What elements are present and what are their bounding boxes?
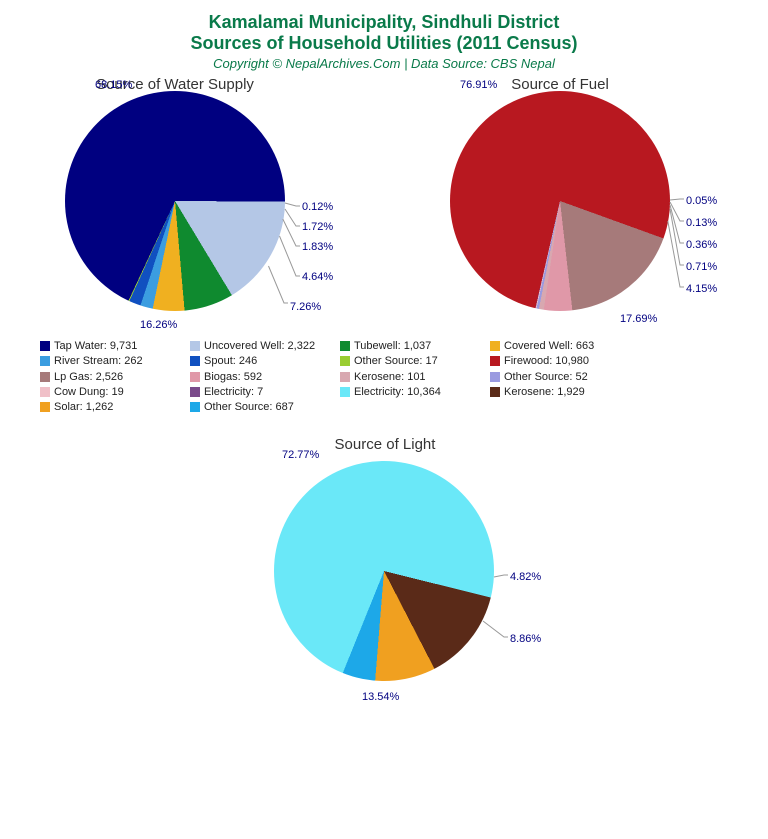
legend-item: Uncovered Well: 2,322	[190, 339, 340, 353]
legend-text: Other Source: 687	[204, 400, 294, 414]
pie-chart	[274, 461, 494, 681]
legend-item: Kerosene: 1,929	[490, 385, 640, 399]
legend-swatch	[340, 341, 350, 351]
title-line-2: Sources of Household Utilities (2011 Cen…	[0, 33, 768, 54]
legend-text: Electricity: 7	[204, 385, 263, 399]
pie-chart	[450, 91, 670, 311]
legend-swatch	[40, 356, 50, 366]
pct-label: 1.83%	[302, 241, 333, 253]
legend-text: Cow Dung: 19	[54, 385, 124, 399]
chart-title: Source of Light	[310, 436, 460, 453]
pct-label: 8.86%	[510, 633, 541, 645]
legend-item: Lp Gas: 2,526	[40, 370, 190, 384]
legend-swatch	[190, 387, 200, 397]
pct-label: 4.64%	[302, 271, 333, 283]
pct-label: 76.91%	[460, 79, 497, 91]
pie-chart	[65, 91, 285, 311]
legend-text: Tubewell: 1,037	[354, 339, 431, 353]
legend-row: Cow Dung: 19 Electricity: 7 Electricity: 1…	[40, 385, 640, 399]
legend-item: Tap Water: 9,731	[40, 339, 190, 353]
legend-row: Tap Water: 9,731 Uncovered Well: 2,322 Tub…	[40, 339, 640, 353]
legend-item: Other Source: 17	[340, 354, 490, 368]
legend-item: Biogas: 592	[190, 370, 340, 384]
legend-row: River Stream: 262 Spout: 246 Other Source:…	[40, 354, 640, 368]
title-block: Kamalamai Municipality, Sindhuli Distric…	[0, 0, 768, 71]
legend-swatch	[340, 372, 350, 382]
pct-label: 72.77%	[282, 449, 319, 461]
legend-item: River Stream: 262	[40, 354, 190, 368]
legend-swatch	[340, 356, 350, 366]
legend-swatch	[40, 402, 50, 412]
legend-text: Covered Well: 663	[504, 339, 594, 353]
pct-label: 0.36%	[686, 239, 717, 251]
pct-label: 0.12%	[302, 201, 333, 213]
legend-text: Kerosene: 101	[354, 370, 426, 384]
legend-swatch	[340, 387, 350, 397]
legend-row: Solar: 1,262 Other Source: 687	[40, 400, 640, 414]
legend-text: Other Source: 52	[504, 370, 588, 384]
legend-text: Biogas: 592	[204, 370, 262, 384]
pct-label: 1.72%	[302, 221, 333, 233]
legend-swatch	[40, 341, 50, 351]
legend-text: Firewood: 10,980	[504, 354, 589, 368]
pct-label: 17.69%	[620, 313, 657, 325]
legend-item: Covered Well: 663	[490, 339, 640, 353]
legend-text: Solar: 1,262	[54, 400, 113, 414]
legend-swatch	[490, 372, 500, 382]
pct-label: 4.15%	[686, 283, 717, 295]
legend-item: Spout: 246	[190, 354, 340, 368]
pct-label: 68.15%	[95, 79, 132, 91]
legend-item: Electricity: 10,364	[340, 385, 490, 399]
legend-swatch	[40, 372, 50, 382]
legend-swatch	[490, 387, 500, 397]
title-line-1: Kamalamai Municipality, Sindhuli Distric…	[0, 12, 768, 33]
pct-label: 0.71%	[686, 261, 717, 273]
legend-swatch	[190, 402, 200, 412]
pct-label: 0.13%	[686, 217, 717, 229]
legend-text: Electricity: 10,364	[354, 385, 441, 399]
legend-text: Spout: 246	[204, 354, 257, 368]
legend-item: Other Source: 52	[490, 370, 640, 384]
legend: Tap Water: 9,731 Uncovered Well: 2,322 Tub…	[40, 339, 640, 415]
legend-swatch	[40, 387, 50, 397]
legend-item: Kerosene: 101	[340, 370, 490, 384]
legend-row: Lp Gas: 2,526 Biogas: 592 Kerosene: 101 Oth…	[40, 370, 640, 384]
legend-item: Cow Dung: 19	[40, 385, 190, 399]
legend-text: Lp Gas: 2,526	[54, 370, 123, 384]
legend-item: Tubewell: 1,037	[340, 339, 490, 353]
pct-label: 4.82%	[510, 571, 541, 583]
pct-label: 0.05%	[686, 195, 717, 207]
legend-item: Solar: 1,262	[40, 400, 190, 414]
legend-text: Uncovered Well: 2,322	[204, 339, 315, 353]
pct-label: 16.26%	[140, 319, 177, 331]
legend-text: Other Source: 17	[354, 354, 438, 368]
subtitle: Copyright © NepalArchives.Com | Data Sou…	[0, 56, 768, 71]
pct-label: 13.54%	[362, 691, 399, 703]
legend-text: Kerosene: 1,929	[504, 385, 585, 399]
legend-item: Firewood: 10,980	[490, 354, 640, 368]
legend-swatch	[190, 372, 200, 382]
legend-swatch	[190, 341, 200, 351]
legend-text: Tap Water: 9,731	[54, 339, 137, 353]
pct-label: 7.26%	[290, 301, 321, 313]
legend-swatch	[490, 356, 500, 366]
legend-item: Electricity: 7	[190, 385, 340, 399]
legend-text: River Stream: 262	[54, 354, 143, 368]
legend-swatch	[490, 341, 500, 351]
legend-item: Other Source: 687	[190, 400, 340, 414]
legend-swatch	[190, 356, 200, 366]
